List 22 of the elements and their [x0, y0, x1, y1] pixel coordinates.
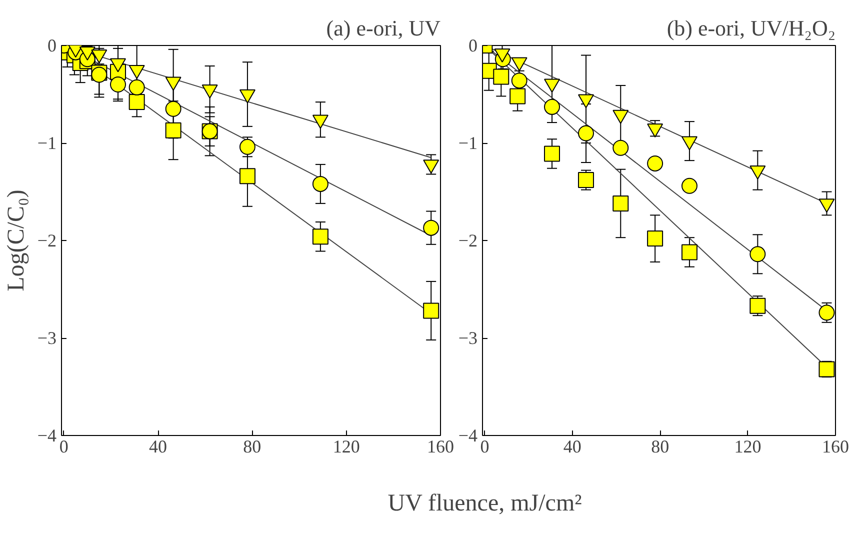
- x-tick-label: 120: [332, 436, 360, 456]
- y-tick-label: −3: [37, 328, 57, 348]
- y-tick-label: 0: [48, 36, 56, 56]
- x-axis-title: UV fluence, mJ/cm²: [388, 490, 582, 516]
- y-tick-label: −1: [458, 133, 478, 153]
- x-tick-label: 160: [427, 436, 454, 456]
- y-tick-label: −1: [37, 133, 57, 153]
- y-tick-label: −2: [37, 230, 57, 250]
- y-tick-label: −4: [37, 426, 57, 446]
- y-tick-label: −4: [458, 426, 478, 446]
- x-tick-label: 40: [149, 436, 168, 456]
- y-tick-label: −3: [458, 328, 478, 348]
- chart-title: (a) e-ori, UV: [326, 16, 441, 40]
- x-tick-label: 80: [243, 436, 262, 456]
- x-tick-label: 160: [822, 436, 849, 456]
- y-axis-title: Log(C/C₀): [3, 190, 30, 292]
- y-tick-label: −2: [458, 230, 478, 250]
- y-tick-label: 0: [468, 36, 478, 56]
- x-tick-label: 40: [563, 436, 582, 456]
- chart-title: (b) e-ori, UV/H₂O₂: [666, 16, 836, 40]
- x-tick-label: 120: [734, 436, 762, 456]
- x-tick-label: 80: [651, 436, 670, 456]
